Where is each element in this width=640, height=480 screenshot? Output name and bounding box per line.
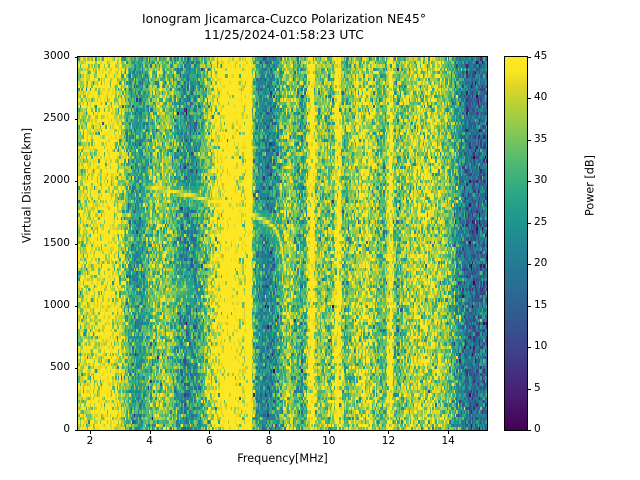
y-tick-label: 500 bbox=[49, 360, 70, 373]
colorbar-tick-label: 20 bbox=[534, 257, 548, 270]
colorbar-tick-mark bbox=[527, 347, 531, 349]
colorbar-tick-mark bbox=[527, 222, 531, 224]
colorbar-tick-mark bbox=[527, 264, 531, 266]
x-tick-label: 12 bbox=[381, 435, 396, 447]
x-tick-label: 14 bbox=[441, 435, 455, 447]
colorbar-tick-label: 10 bbox=[534, 340, 548, 353]
colorbar-tick-label: 5 bbox=[534, 381, 541, 394]
x-tick-label: 2 bbox=[86, 435, 94, 447]
x-tick-mark bbox=[89, 430, 91, 434]
x-tick-label: 10 bbox=[322, 435, 336, 447]
y-tick-mark bbox=[74, 305, 78, 307]
y-tick-label: 0 bbox=[63, 423, 70, 435]
figure-title: Ionogram Jicamarca-Cuzco Polarization NE… bbox=[141, 12, 427, 42]
colorbar-tick-mark bbox=[527, 430, 531, 431]
colorbar-tick-label: 45 bbox=[534, 50, 548, 62]
y-tick-mark bbox=[74, 181, 78, 183]
y-tick-label: 3000 bbox=[43, 50, 70, 62]
x-tick-mark bbox=[388, 430, 390, 434]
x-tick-mark bbox=[448, 430, 450, 434]
colorbar-tick-mark bbox=[527, 139, 531, 141]
colorbar-tick-mark bbox=[527, 305, 531, 307]
y-tick-label: 2000 bbox=[43, 174, 70, 187]
colorbar-tick-mark bbox=[527, 388, 531, 390]
x-tick-mark bbox=[269, 430, 271, 434]
x-tick-label: 8 bbox=[265, 435, 273, 447]
colorbar-tick-label: 0 bbox=[534, 423, 541, 435]
colorbar bbox=[504, 56, 528, 431]
colorbar-tick-label: 30 bbox=[534, 174, 548, 187]
colorbar-tick-mark bbox=[527, 57, 531, 58]
y-tick-label: 1500 bbox=[43, 236, 70, 249]
y-tick-mark bbox=[74, 119, 78, 121]
colorbar-tick-mark bbox=[527, 98, 531, 100]
colorbar-tick-mark bbox=[527, 181, 531, 183]
y-tick-mark bbox=[74, 243, 78, 245]
x-tick-mark bbox=[328, 430, 330, 434]
colorbar-label: Power [dB] bbox=[583, 155, 597, 216]
x-tick-label: 6 bbox=[206, 435, 213, 447]
y-tick-mark bbox=[74, 57, 78, 58]
x-tick-label: 4 bbox=[146, 435, 153, 447]
y-tick-label: 2500 bbox=[43, 112, 70, 125]
y-tick-label: 1000 bbox=[43, 298, 70, 311]
ionogram-heatmap bbox=[78, 57, 487, 430]
colorbar-gradient bbox=[505, 57, 527, 430]
x-tick-mark bbox=[209, 430, 211, 434]
y-axis-label: Virtual Distance[km] bbox=[20, 127, 34, 244]
colorbar-tick-label: 40 bbox=[534, 91, 548, 104]
x-tick-mark bbox=[149, 430, 151, 434]
colorbar-tick-label: 25 bbox=[534, 215, 548, 228]
colorbar-tick-label: 15 bbox=[534, 298, 548, 311]
ionogram-plot-area bbox=[77, 56, 488, 431]
colorbar-tick-label: 35 bbox=[534, 132, 548, 145]
y-tick-mark bbox=[74, 367, 78, 369]
x-axis-label: Frequency[MHz] bbox=[237, 452, 328, 465]
y-tick-mark bbox=[74, 430, 78, 431]
